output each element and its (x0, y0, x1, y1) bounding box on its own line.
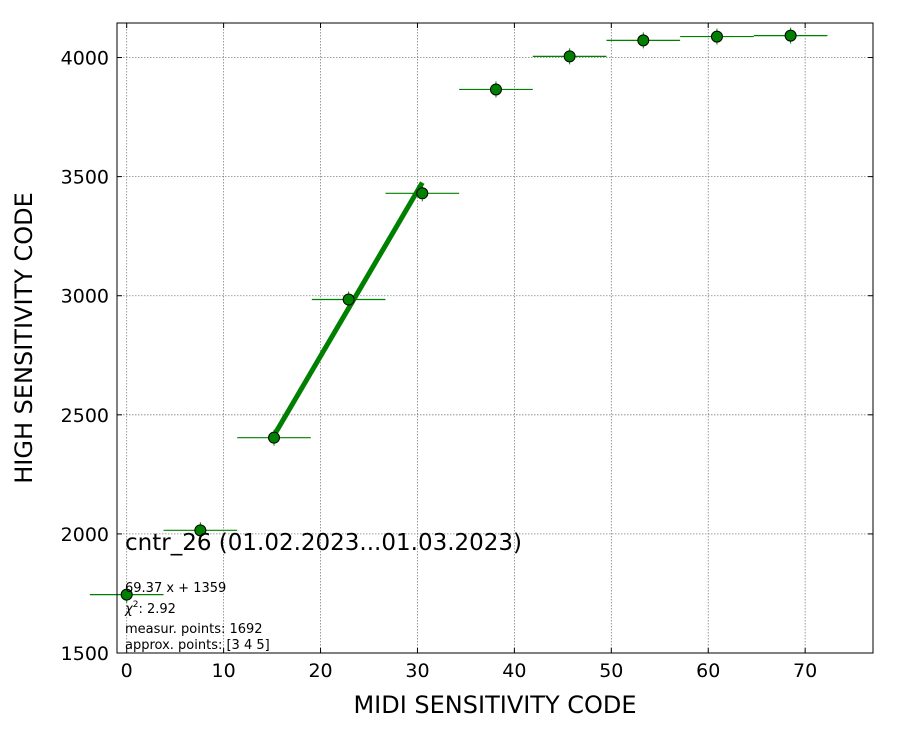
data-point (784, 29, 797, 42)
data-point (489, 83, 502, 96)
y-tick-label: 4000 (61, 48, 109, 70)
y-tick-label: 3500 (61, 167, 109, 189)
data-point (416, 187, 429, 200)
approx-points-text: approx. points: [3 4 5] (125, 638, 270, 653)
chi2-superscript: 2 (133, 600, 139, 610)
data-point (268, 431, 281, 444)
x-tick-label: 0 (121, 660, 133, 682)
y-axis-label: HIGH SENSITIVITY CODE (10, 192, 38, 484)
x-tick-label: 70 (793, 660, 817, 682)
data-point (120, 588, 133, 601)
data-point (342, 293, 355, 306)
y-tick-label: 3000 (61, 286, 109, 308)
fit-line-layer (271, 181, 425, 437)
chi2-value: : 2.92 (138, 602, 175, 617)
marker-layer (120, 29, 797, 601)
x-tick-label: 20 (308, 660, 332, 682)
y-tick-label: 2000 (61, 524, 109, 546)
x-tick-label: 10 (212, 660, 236, 682)
y-tick-label: 2500 (61, 405, 109, 427)
chart-title: cntr_26 (01.02.2023...01.03.2023) (125, 530, 522, 556)
x-tick-label: 60 (696, 660, 720, 682)
data-point (194, 524, 207, 537)
tick-labels: 0 10 20 30 40 50 60 70 1500 2000 2500 3000 3500 4000 (61, 48, 818, 682)
y-tick-label: 1500 (61, 643, 109, 665)
x-tick-label: 50 (599, 660, 623, 682)
fit-equation-text: 69.37 x + 1359 (125, 581, 226, 596)
x-axis-label: MIDI SENSITIVITY CODE (353, 691, 636, 719)
data-point (710, 30, 723, 43)
chi2-symbol: χ (124, 602, 134, 617)
x-tick-label: 30 (405, 660, 429, 682)
data-point (563, 50, 576, 63)
data-point (637, 34, 650, 47)
measur-points-text: measur. points: 1692 (125, 622, 263, 637)
plot-frame (116, 22, 874, 654)
fit-line (271, 181, 425, 437)
x-tick-label: 40 (502, 660, 526, 682)
chi2-text: χ2: 2.92 (124, 600, 176, 617)
tick-marks (117, 23, 873, 654)
